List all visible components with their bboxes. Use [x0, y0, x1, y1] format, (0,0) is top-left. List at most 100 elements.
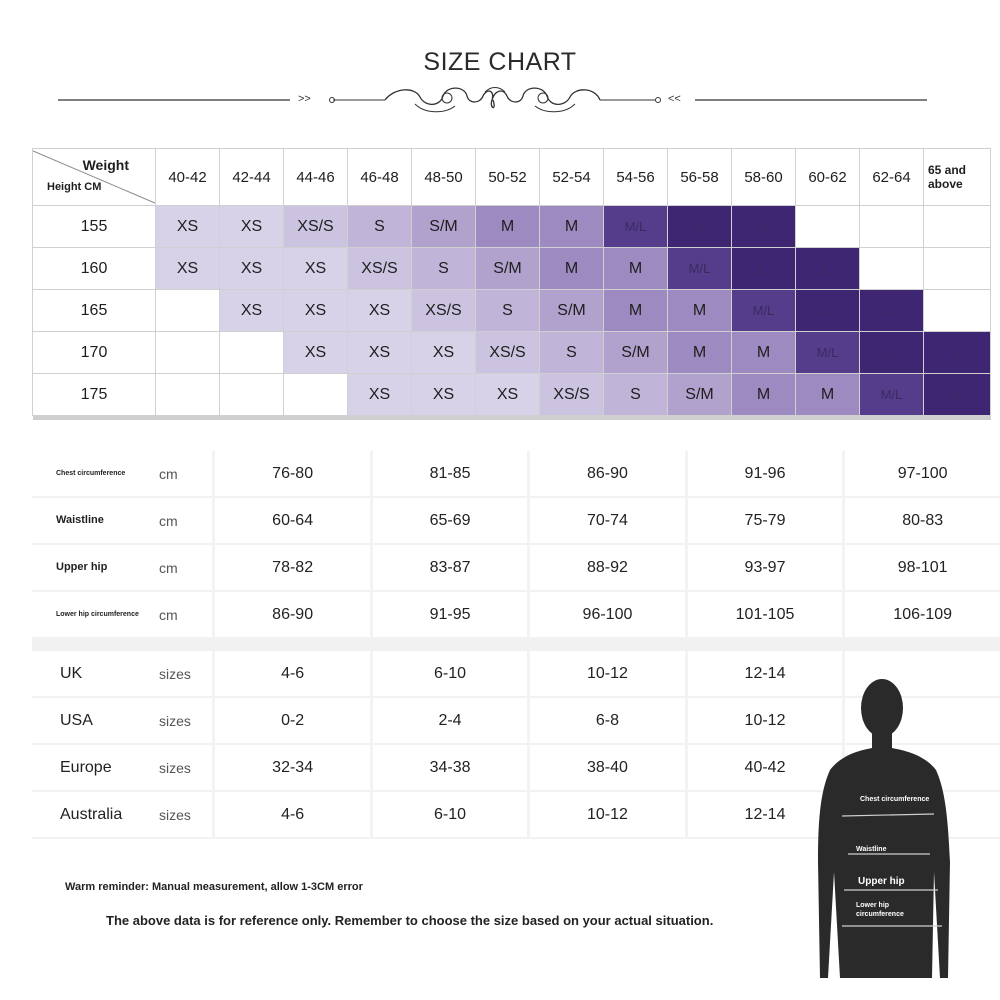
size-cell: XS — [347, 289, 412, 332]
measurement-row: Waistline cm 60-64 65-69 70-74 75-79 80-83 — [32, 497, 1000, 545]
height-cell: 160 — [32, 247, 156, 290]
row-label: Europe — [32, 744, 159, 792]
size-cell: M — [539, 205, 604, 248]
silhouette-figure — [818, 679, 950, 978]
figure-upper-hip-label: Upper hip — [858, 876, 905, 887]
height-cell: 175 — [32, 373, 156, 416]
value-cell: 65-69 — [369, 497, 529, 545]
size-cell: XS — [155, 247, 220, 290]
weight-header: 42-44 — [219, 148, 284, 206]
value-cell: 83-87 — [369, 544, 529, 592]
value-cell: 10-12 — [527, 651, 687, 698]
row-label: Chest circumference — [32, 451, 159, 498]
size-cell: XS — [411, 373, 476, 416]
grid-bottom-rule — [32, 415, 991, 420]
size-cell: XS — [411, 331, 476, 374]
measurement-row: Australia sizes 4-6 6-10 10-12 12-14 — [32, 791, 1000, 839]
size-cell — [283, 373, 348, 416]
weight-header: 48-50 — [411, 148, 476, 206]
size-cell — [795, 205, 860, 248]
value-cell: 106-109 — [842, 591, 1000, 639]
size-cell: XS/S — [283, 205, 348, 248]
size-cell: M/L — [859, 373, 924, 416]
value-cell: 93-97 — [684, 544, 844, 592]
value-cell: 88-92 — [527, 544, 687, 592]
size-cell: S/M — [411, 205, 476, 248]
size-cell — [859, 205, 924, 248]
value-cell: 10-12 — [684, 697, 844, 745]
size-cell: L — [731, 205, 796, 248]
size-cell: M — [603, 289, 668, 332]
weight-header: 56-58 — [667, 148, 732, 206]
measurement-table: Chest circumference cm 76-80 81-85 86-90 91-9… — [32, 451, 1000, 839]
value-cell — [842, 651, 1000, 698]
weight-header: 65 and above — [923, 148, 991, 206]
grid-corner: Weight Height CM — [32, 148, 156, 206]
row-unit: cm — [158, 591, 214, 639]
size-cell: XS — [219, 247, 284, 290]
size-cell: XS — [283, 331, 348, 374]
size-cell: XS — [347, 331, 412, 374]
value-cell: 60-64 — [212, 497, 372, 545]
height-cell: 165 — [32, 289, 156, 332]
size-cell: M — [603, 247, 668, 290]
size-cell: L — [667, 205, 732, 248]
size-cell: XS — [283, 247, 348, 290]
value-cell: 6-10 — [369, 651, 529, 698]
size-cell — [923, 247, 991, 290]
value-cell: 32-34 — [212, 744, 372, 792]
row-label: UK — [32, 651, 159, 698]
row-unit: sizes — [158, 791, 214, 839]
row-unit: cm — [158, 451, 214, 498]
size-cell: XS — [219, 289, 284, 332]
size-cell: M — [667, 331, 732, 374]
value-cell: 97-100 — [842, 451, 1000, 498]
value-cell: 4-6 — [212, 791, 372, 839]
row-unit: sizes — [158, 697, 214, 745]
value-cell: 70-74 — [527, 497, 687, 545]
row-unit: cm — [158, 544, 214, 592]
size-cell — [923, 205, 991, 248]
body-silhouette: Chest circumference Waistline Upper hip … — [812, 672, 952, 978]
value-cell: 101-105 — [684, 591, 844, 639]
value-cell: 4-6 — [212, 651, 372, 698]
size-cell — [155, 289, 220, 332]
value-cell: 86-90 — [212, 591, 372, 639]
size-cell: S/M — [539, 289, 604, 332]
value-cell: 6-10 — [369, 791, 529, 839]
size-cell — [219, 331, 284, 374]
weight-label: Weight — [82, 157, 129, 173]
corner-diagonal — [33, 150, 155, 204]
value-cell: 98-101 — [842, 544, 1000, 592]
size-cell: XS/S — [411, 289, 476, 332]
value-cell: 0-2 — [212, 697, 372, 745]
size-row: 170 XS XS XS XS/S S S/M M M M/L L L — [32, 331, 991, 374]
size-cell: S/M — [603, 331, 668, 374]
size-cell: XS — [475, 373, 540, 416]
value-cell: 91-95 — [369, 591, 529, 639]
table-separator — [32, 638, 1000, 651]
separator-cell — [32, 638, 1000, 651]
size-cell: S — [347, 205, 412, 248]
measurement-row: UK sizes 4-6 6-10 10-12 12-14 — [32, 651, 1000, 698]
ornament-left-arrows: >> — [298, 93, 311, 105]
height-cell: 155 — [32, 205, 156, 248]
size-cell: S — [539, 331, 604, 374]
size-cell: S — [475, 289, 540, 332]
value-cell: 38-40 — [527, 744, 687, 792]
height-label: Height CM — [47, 181, 102, 193]
size-row: 160 XS XS XS XS/S S S/M M M M/L L L — [32, 247, 991, 290]
value-cell: 6-8 — [527, 697, 687, 745]
value-cell: 76-80 — [212, 451, 372, 498]
weight-header: 50-52 — [475, 148, 540, 206]
size-row: 155 XS XS XS/S S S/M M M M/L L L — [32, 205, 991, 248]
value-cell: 34-38 — [369, 744, 529, 792]
weight-header: 52-54 — [539, 148, 604, 206]
size-cell: M — [475, 205, 540, 248]
size-cell: XS — [283, 289, 348, 332]
row-unit: cm — [158, 497, 214, 545]
size-cell: L — [923, 331, 991, 374]
row-unit: sizes — [158, 744, 214, 792]
size-cell: L — [859, 331, 924, 374]
weight-header: 46-48 — [347, 148, 412, 206]
